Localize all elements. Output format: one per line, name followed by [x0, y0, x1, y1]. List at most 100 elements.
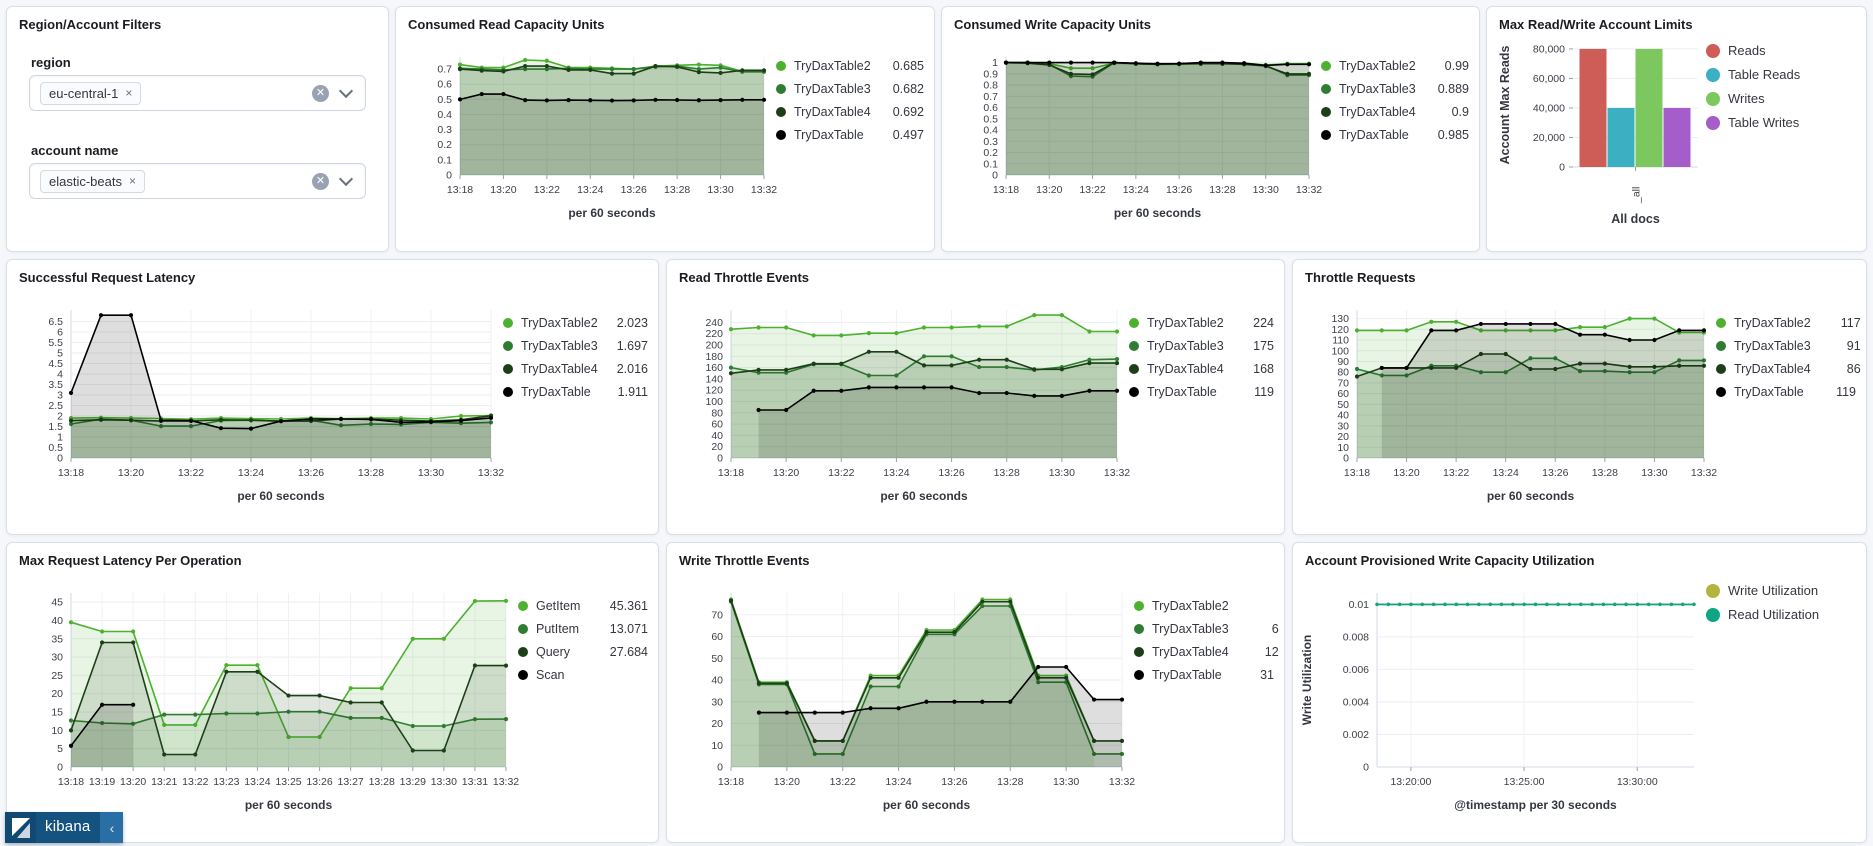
- panel-title: Consumed Write Capacity Units: [954, 17, 1151, 32]
- series-color-dot: [518, 647, 528, 657]
- legend-item[interactable]: Read Utilization: [1706, 607, 1856, 622]
- series-label: GetItem: [536, 599, 581, 613]
- legend-item[interactable]: TryDaxTable2 0.685: [776, 59, 924, 73]
- svg-text:All docs: All docs: [1611, 212, 1660, 226]
- legend-item[interactable]: TryDaxTable2 2.023: [503, 316, 648, 330]
- legend-item[interactable]: TryDaxTable2: [1134, 599, 1274, 613]
- legend-item[interactable]: TryDaxTable4 0.9: [1321, 105, 1469, 119]
- series-value: 0.985: [1437, 128, 1469, 142]
- svg-text:1.5: 1.5: [48, 421, 63, 433]
- clear-account-button[interactable]: ✕: [312, 172, 329, 190]
- series-label: TryDaxTable: [1734, 385, 1804, 399]
- legend-item[interactable]: TryDaxTable3 0.682: [776, 82, 924, 96]
- legend-item[interactable]: TryDaxTable 0.985: [1321, 128, 1469, 142]
- svg-text:5: 5: [57, 743, 63, 755]
- legend-item[interactable]: TryDaxTable 31: [1134, 668, 1274, 682]
- legend-item[interactable]: TryDaxTable2 0.99: [1321, 59, 1469, 73]
- svg-text:13:21: 13:21: [151, 776, 177, 788]
- panel-title: Max Request Latency Per Operation: [19, 553, 242, 568]
- legend-item[interactable]: Table Reads: [1706, 67, 1856, 82]
- svg-text:13:22: 13:22: [1443, 467, 1469, 479]
- clear-region-button[interactable]: ✕: [312, 84, 329, 102]
- svg-text:13:20: 13:20: [774, 776, 800, 788]
- account-combobox[interactable]: elastic-beats × ✕: [29, 163, 366, 199]
- legend-item[interactable]: Scan: [518, 668, 648, 682]
- sidebar-collapse-button[interactable]: ‹: [100, 812, 124, 843]
- svg-text:1: 1: [57, 432, 63, 444]
- legend-item[interactable]: Write Utilization: [1706, 583, 1856, 598]
- series-color-dot: [1321, 107, 1331, 117]
- legend-item[interactable]: TryDaxTable3 175: [1129, 339, 1274, 353]
- region-label: region: [31, 55, 71, 70]
- account-pill[interactable]: elastic-beats ×: [40, 169, 145, 193]
- svg-text:13:32: 13:32: [493, 776, 519, 788]
- legend-item[interactable]: TryDaxTable2 117: [1716, 316, 1861, 330]
- series-value: 2.023: [616, 316, 648, 330]
- svg-text:100: 100: [705, 396, 723, 408]
- svg-text:80: 80: [711, 407, 723, 419]
- legend-item[interactable]: TryDaxTable4 0.692: [776, 105, 924, 119]
- legend-item[interactable]: TryDaxTable4 12: [1134, 645, 1279, 659]
- series-label: TryDaxTable2: [1152, 599, 1229, 613]
- legend-item[interactable]: TryDaxTable 119: [1716, 385, 1856, 399]
- svg-text:13:20: 13:20: [118, 467, 144, 479]
- svg-text:30: 30: [1337, 420, 1349, 432]
- svg-text:0.7: 0.7: [983, 91, 998, 103]
- svg-text:13:29: 13:29: [400, 776, 426, 788]
- svg-text:13:26: 13:26: [621, 184, 647, 196]
- legend-item[interactable]: Table Writes: [1706, 115, 1856, 130]
- legend-item[interactable]: TryDaxTable 119: [1129, 385, 1274, 399]
- legend-item[interactable]: TryDaxTable3 1.697: [503, 339, 648, 353]
- svg-text:13:20:00: 13:20:00: [1390, 776, 1431, 788]
- svg-text:13:32: 13:32: [1109, 776, 1135, 788]
- chevron-down-icon[interactable]: [338, 83, 354, 99]
- svg-text:30: 30: [711, 696, 723, 708]
- svg-text:13:24: 13:24: [883, 467, 909, 479]
- svg-text:6: 6: [57, 327, 63, 339]
- svg-text:13:32: 13:32: [1691, 467, 1717, 479]
- svg-text:13:32: 13:32: [1104, 467, 1130, 479]
- svg-text:130: 130: [1331, 313, 1349, 325]
- svg-text:120: 120: [705, 385, 723, 397]
- legend-item[interactable]: TryDaxTable3 0.889: [1321, 82, 1469, 96]
- legend-item[interactable]: TryDaxTable 0.497: [776, 128, 924, 142]
- legend-item[interactable]: TryDaxTable4 168: [1129, 362, 1274, 376]
- svg-text:6.5: 6.5: [48, 316, 63, 328]
- remove-account-icon[interactable]: ×: [128, 174, 136, 188]
- panel-title: Consumed Read Capacity Units: [408, 17, 605, 32]
- remove-region-icon[interactable]: ×: [125, 86, 133, 100]
- write-utilization-panel: Account Provisioned Write Capacity Utili…: [1292, 542, 1867, 843]
- svg-text:60: 60: [711, 631, 723, 643]
- legend-item[interactable]: Reads: [1706, 43, 1856, 58]
- legend-item[interactable]: PutItem 13.071: [518, 622, 648, 636]
- series-color-dot: [1134, 624, 1144, 634]
- legend-item[interactable]: TryDaxTable 1.911: [503, 385, 648, 399]
- legend-item[interactable]: TryDaxTable2 224: [1129, 316, 1274, 330]
- consumed-read-chart: 0 0.1 0.2 0.3 0.4 0.5 0.6 0.7 13:18 13:20 13:22 13:…: [437, 57, 777, 220]
- region-pill[interactable]: eu-central-1 ×: [40, 81, 142, 105]
- series-label: TryDaxTable4: [1734, 362, 1811, 376]
- region-combobox[interactable]: eu-central-1 × ✕: [29, 75, 366, 111]
- svg-text:13:30: 13:30: [1641, 467, 1667, 479]
- svg-text:0.9: 0.9: [983, 68, 998, 80]
- legend-item[interactable]: Writes: [1706, 91, 1856, 106]
- svg-text:2.5: 2.5: [48, 400, 63, 412]
- legend-item[interactable]: GetItem 45.361: [518, 599, 648, 613]
- svg-text:13:19: 13:19: [89, 776, 115, 788]
- legend-item[interactable]: Query 27.684: [518, 645, 648, 659]
- legend-item[interactable]: TryDaxTable3 91: [1716, 339, 1861, 353]
- svg-text:4: 4: [57, 369, 63, 381]
- series-label: Writes: [1728, 91, 1765, 106]
- legend-item[interactable]: TryDaxTable4 86: [1716, 362, 1861, 376]
- svg-text:13:24: 13:24: [885, 776, 911, 788]
- legend-item[interactable]: TryDaxTable3 6: [1134, 622, 1279, 636]
- svg-text:50: 50: [1337, 399, 1349, 411]
- svg-text:0.01: 0.01: [1349, 599, 1370, 611]
- panel-title: Account Provisioned Write Capacity Utili…: [1305, 553, 1595, 568]
- svg-text:13:18: 13:18: [58, 467, 84, 479]
- legend-item[interactable]: TryDaxTable4 2.016: [503, 362, 648, 376]
- chevron-down-icon[interactable]: [338, 171, 354, 187]
- svg-text:13:28: 13:28: [358, 467, 384, 479]
- series-value: 12: [1264, 645, 1279, 659]
